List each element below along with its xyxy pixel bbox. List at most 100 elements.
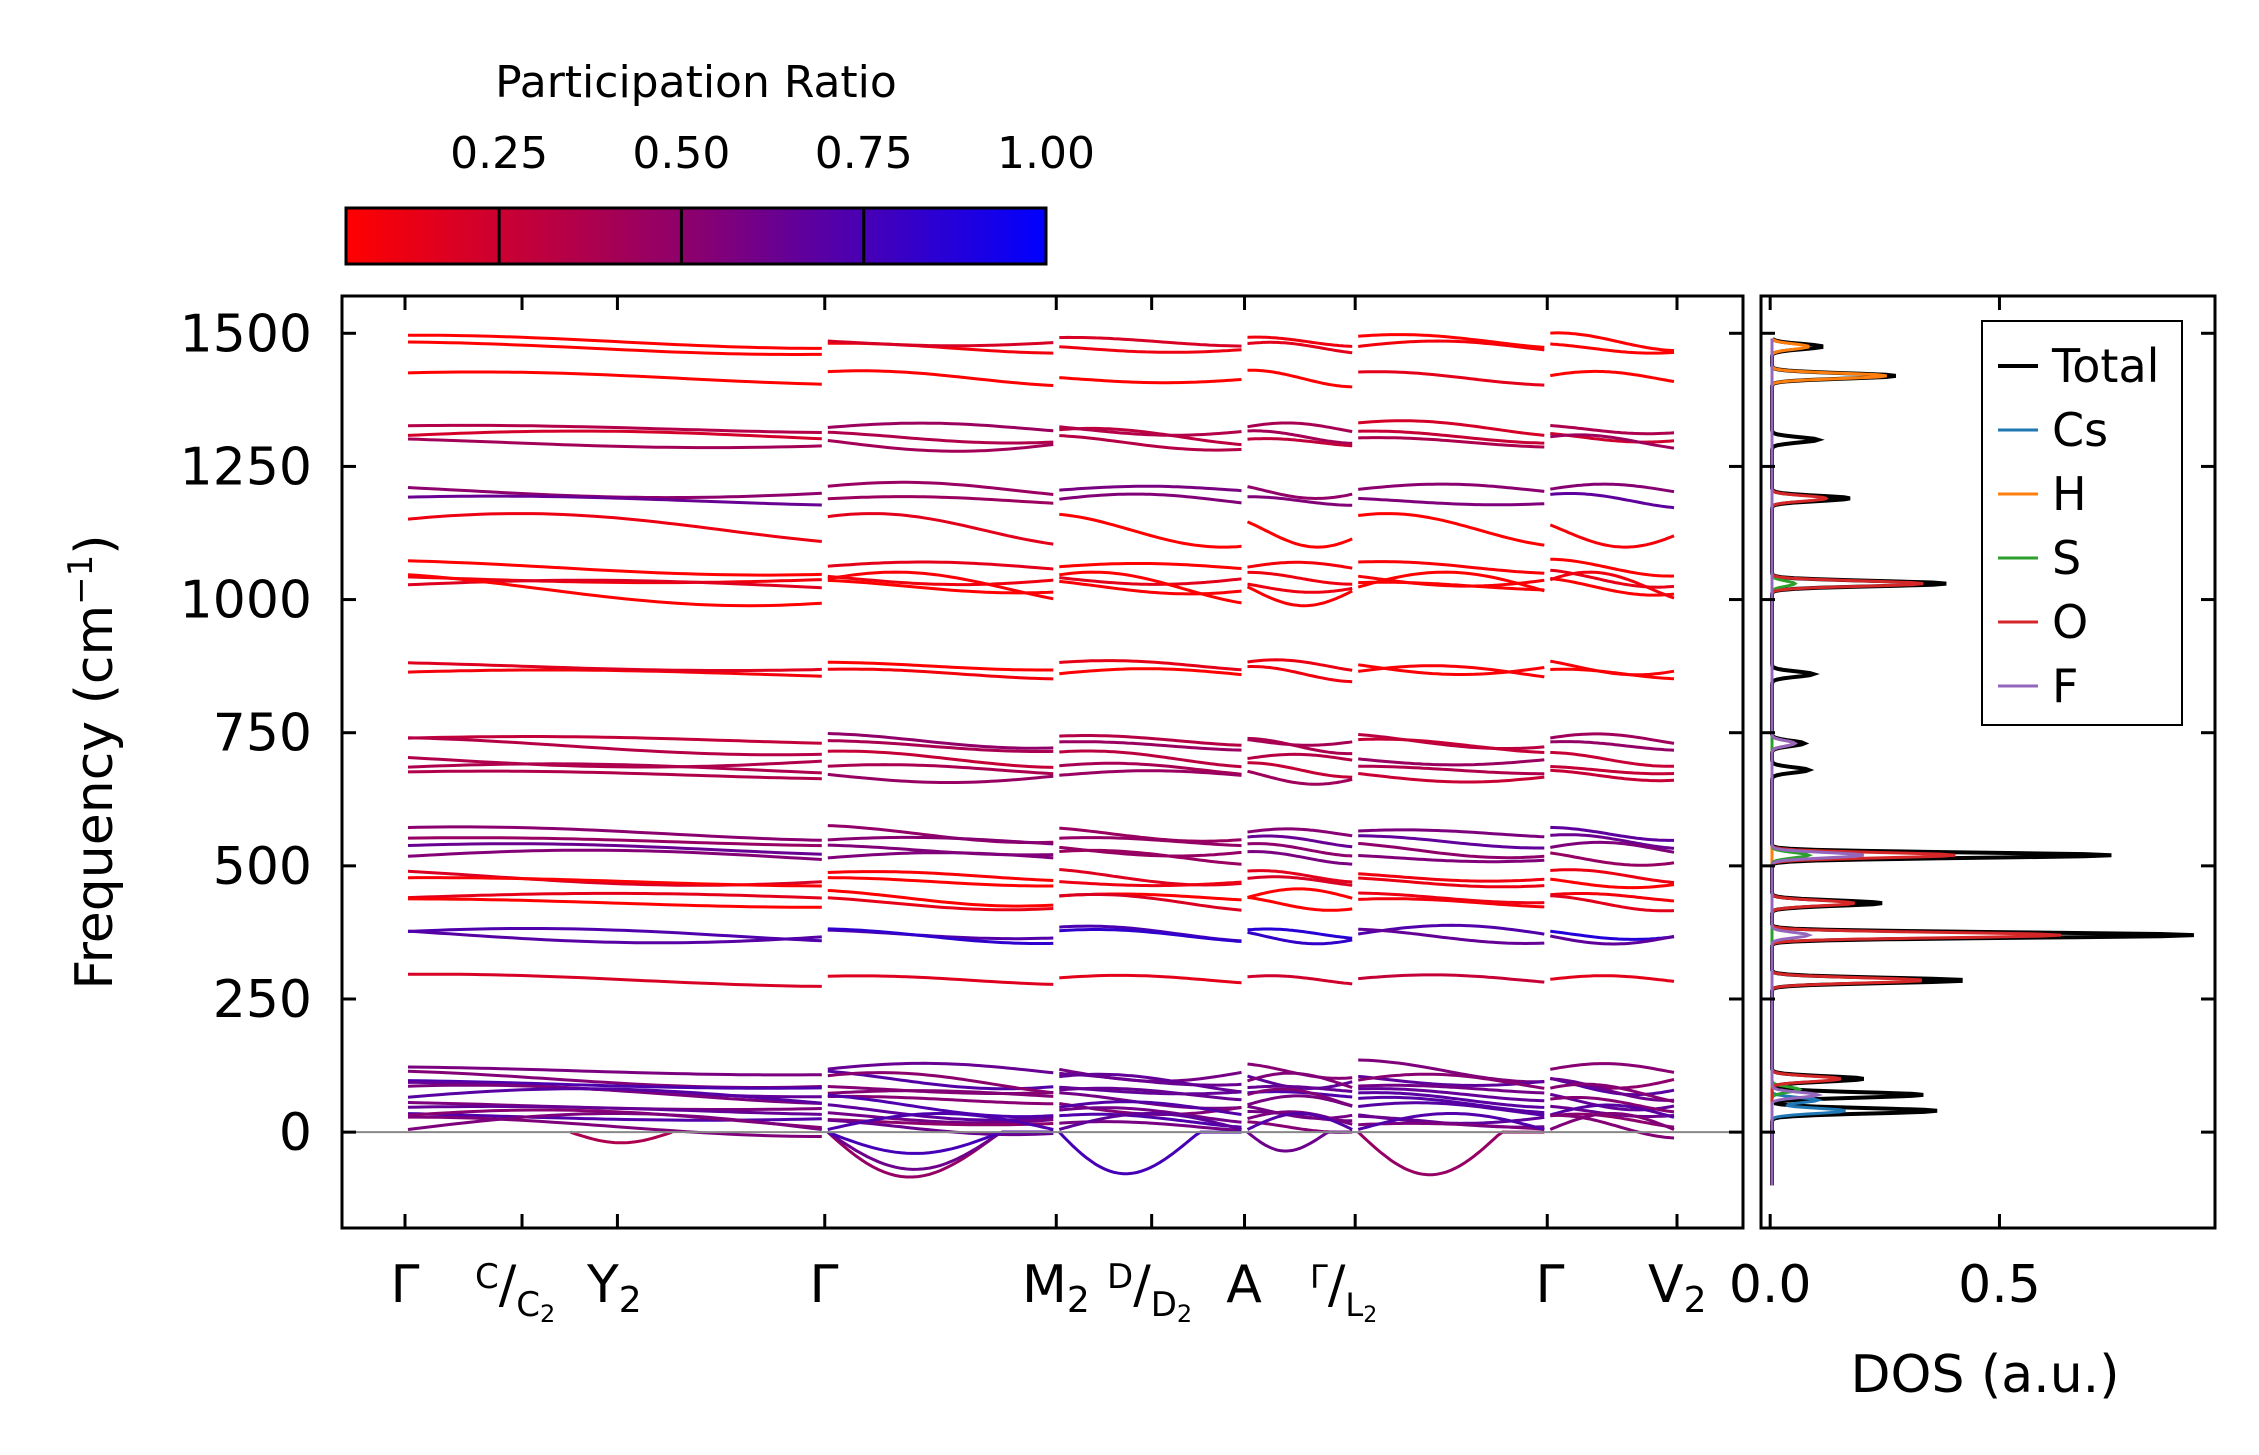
phonon-band-line — [407, 573, 822, 608]
phonon-band-line — [827, 749, 1054, 769]
phonon-band-line — [1549, 934, 1675, 946]
phonon-band-line — [1059, 928, 1242, 943]
phonon-band-line — [407, 735, 822, 745]
phonon-band-line — [1247, 834, 1353, 849]
phonon-band-line — [407, 1065, 822, 1077]
phonon-band-line — [1058, 1112, 1242, 1131]
phonon-band-line — [1550, 840, 1675, 854]
legend-label-s: S — [2052, 531, 2081, 585]
phonon-band-line — [1550, 369, 1675, 383]
legend-label-h: H — [2052, 467, 2087, 521]
phonon-band-line — [1059, 880, 1242, 888]
band-lines — [407, 331, 1675, 1179]
phonon-band-line — [1059, 335, 1242, 348]
dos-curves — [1770, 337, 2194, 1186]
band-y-tick-label: 500 — [213, 837, 312, 897]
phonon-band-line — [1550, 851, 1675, 867]
band-y-tick-label: 1000 — [180, 571, 312, 631]
phonon-band-line — [1247, 895, 1353, 912]
phonon-band-line — [827, 870, 1054, 882]
phonon-band-line — [827, 1071, 1054, 1095]
band-y-axis-title: Frequency (cm−1) — [61, 534, 125, 989]
kpoint-label-gamma-3: Γ — [1536, 1255, 1565, 1315]
phonon-band-line — [1059, 749, 1242, 769]
phonon-band-line — [1059, 892, 1242, 912]
phonon-band-line — [1059, 345, 1242, 354]
phonon-band-line — [1358, 580, 1545, 592]
phonon-band-line — [1247, 658, 1353, 672]
phonon-band-line — [1358, 333, 1545, 349]
phonon-band-line — [1357, 1112, 1545, 1131]
phonon-band-line — [1247, 335, 1353, 348]
phonon-band-line — [1059, 848, 1242, 866]
phonon-band-line — [1550, 768, 1675, 783]
phonon-band-line — [1358, 757, 1545, 767]
phonon-band-line — [1059, 667, 1242, 677]
phonon-band-line — [1358, 772, 1545, 784]
phonon-band-line — [1247, 421, 1353, 433]
phonon-band-line — [1247, 736, 1353, 756]
phonon-band-line — [1358, 828, 1545, 839]
phonon-band-line — [1247, 340, 1353, 355]
phonon-band-line — [1358, 482, 1545, 493]
phonon-band-line — [1358, 370, 1545, 387]
colorbar-tick-label: 0.25 — [450, 128, 548, 179]
phonon-band-line — [1059, 376, 1242, 385]
phonon-band-line — [827, 772, 1054, 784]
phonon-band-line — [407, 842, 822, 856]
phonon-band-line — [1357, 923, 1545, 936]
phonon-band-line — [827, 495, 1054, 505]
phonon-band-line — [1247, 738, 1353, 747]
phonon-band-line — [407, 929, 822, 945]
phonon-band-line — [1059, 425, 1242, 437]
phonon-band-line — [827, 1061, 1054, 1075]
kpoint-label-d-d2: D/D2 — [1107, 1255, 1192, 1328]
phonon-band-line — [827, 927, 1054, 945]
phonon-band-line — [1358, 737, 1545, 754]
phonon-band-line — [1358, 842, 1545, 860]
phonon-band-line — [1246, 1112, 1353, 1131]
phonon-band-line — [407, 494, 822, 507]
phonon-band-line — [1059, 1106, 1242, 1124]
phonon-band-line — [407, 437, 822, 450]
band-y-tick-label: 250 — [213, 970, 312, 1030]
phonon-band-line — [1358, 872, 1545, 883]
phonon-band-line — [1358, 897, 1545, 909]
phonon-band-line — [1247, 665, 1353, 684]
phonon-band-line — [1059, 562, 1242, 570]
phonon-band-line — [1550, 342, 1675, 355]
phonon-band-line — [1550, 576, 1675, 597]
phonon-band-line — [1550, 877, 1675, 890]
phonon-band-line — [1247, 927, 1353, 940]
phonon-band-line — [827, 1089, 1054, 1098]
phonon-band-line — [1358, 429, 1545, 445]
phonon-band-line — [1059, 1100, 1242, 1116]
phonon-band-line — [407, 1112, 822, 1131]
phonon-band-line — [407, 340, 822, 356]
phonon-band-line — [827, 560, 1054, 571]
phonon-band-line — [1247, 429, 1353, 445]
phonon-band-line — [827, 570, 1054, 601]
phonon-band-line — [407, 1079, 822, 1090]
colorbar-tick-label: 0.75 — [815, 128, 913, 179]
phonon-band-line — [827, 851, 1054, 860]
dos-x-tick-label: 0.5 — [1958, 1255, 2041, 1315]
phonon-band-line — [1247, 869, 1353, 884]
phonon-band-line — [407, 1104, 822, 1116]
phonon-band-line — [407, 429, 822, 441]
phonon-band-line — [1358, 1101, 1545, 1117]
phonon-band-line — [1550, 1062, 1675, 1074]
kpoint-label-c-c2: C/C2 — [475, 1255, 555, 1328]
kpoint-label-v2: V2 — [1648, 1255, 1706, 1321]
phonon-band-line — [1247, 842, 1353, 858]
phonon-band-line — [407, 876, 822, 888]
phonon-band-line — [1247, 1084, 1353, 1093]
phonon-band-line — [1358, 891, 1545, 905]
phonon-band-line — [1247, 1094, 1353, 1108]
phonon-band-line — [407, 512, 822, 543]
phonon-band-line — [1550, 732, 1675, 745]
phonon-band-line — [1246, 520, 1353, 549]
phonon-band-line — [827, 732, 1054, 750]
phonon-band-line — [1549, 523, 1675, 549]
